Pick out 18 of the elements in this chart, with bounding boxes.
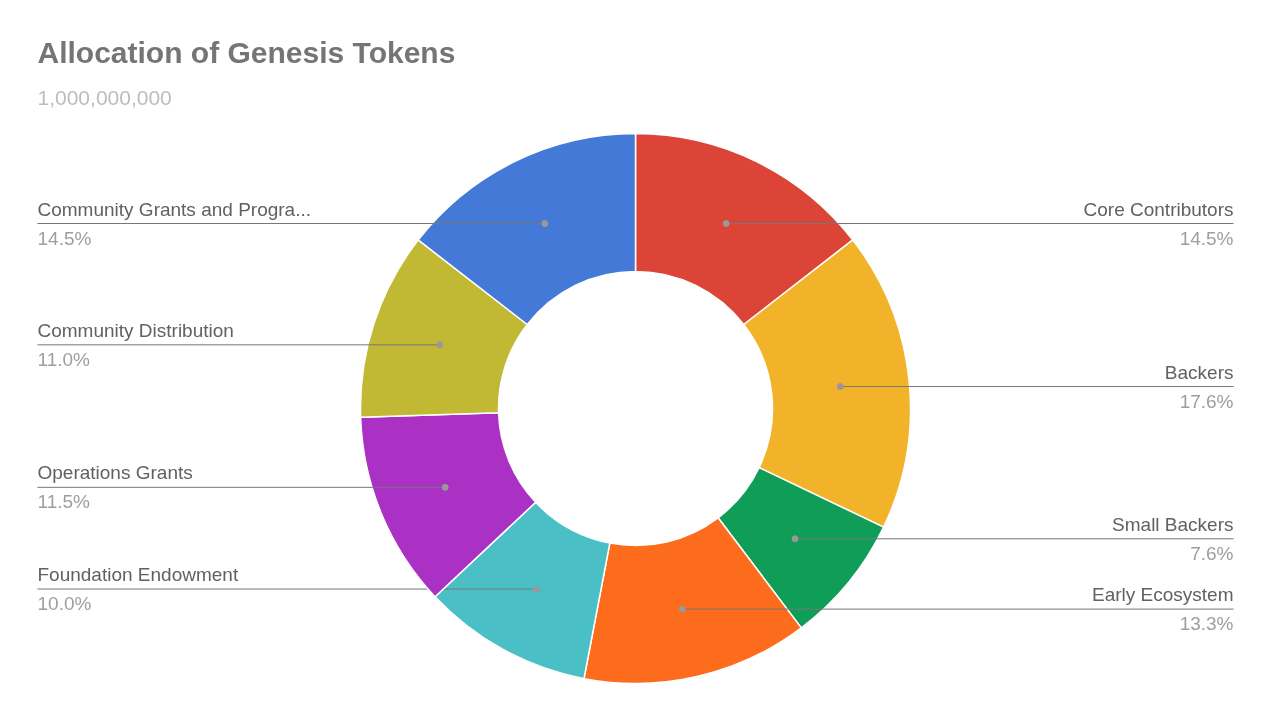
slice-label: Early Ecosystem [1092,584,1234,606]
data-label: 11.5% [37,491,91,513]
slice-label: Operations Grants [37,462,193,484]
data-label: 13.3% [1179,613,1234,635]
slice-label: Small Backers [1112,513,1234,535]
data-label: 14.5% [37,227,92,249]
slice-label: Core Contributors [1083,198,1234,220]
chart-subtitle: 1,000,000,000 [37,85,172,109]
data-label: 10.0% [37,593,92,615]
slice-label: Foundation Endowment [37,564,239,586]
slice-label: Community Distribution [37,319,234,341]
data-label: 7.6% [1190,542,1234,564]
data-label: 17.6% [1179,390,1234,412]
data-label: 14.5% [1179,227,1234,249]
slice-label: Backers [1164,361,1234,383]
data-label: 11.0% [37,348,91,370]
chart-title: Allocation of Genesis Tokens [37,36,456,69]
slice-label: Community Grants and Progra... [37,198,311,220]
